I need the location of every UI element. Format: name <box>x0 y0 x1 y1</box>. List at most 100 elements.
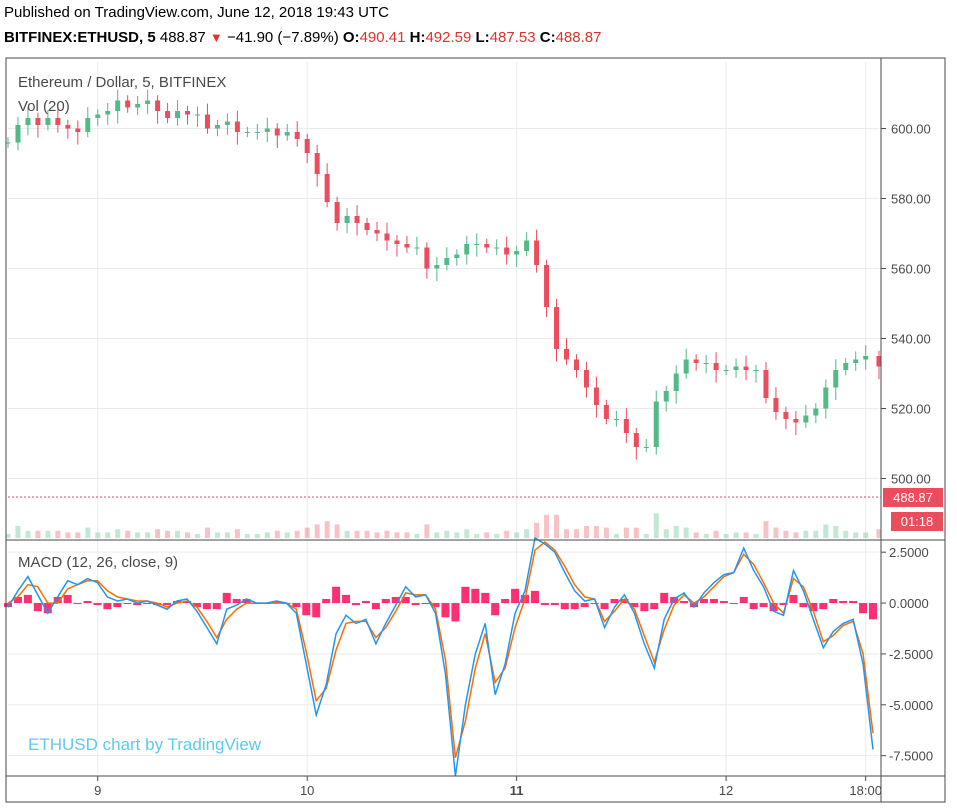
macd-histogram-bar <box>212 603 221 610</box>
volume-bar <box>643 534 649 538</box>
last-price: 488.87 <box>159 29 206 46</box>
time-tick-label: 18:00 <box>849 783 882 798</box>
macd-histogram-bar <box>361 601 370 604</box>
candle-body <box>334 202 340 223</box>
macd-histogram-bar <box>809 603 818 612</box>
macd-histogram-bar <box>511 588 520 604</box>
macd-histogram-bar <box>540 603 549 606</box>
macd-histogram-bar <box>33 603 42 612</box>
chart-frame <box>5 57 946 803</box>
volume-bar <box>155 529 161 538</box>
macd-histogram-bar <box>222 592 231 604</box>
macd-histogram-bar <box>819 603 828 610</box>
macd-histogram-bar <box>590 603 599 605</box>
volume-bar <box>374 532 380 538</box>
macd-histogram-bar <box>391 596 400 604</box>
candle-body <box>813 408 819 416</box>
volume-bar <box>823 524 829 538</box>
macd-histogram-bar <box>83 601 92 604</box>
candle-body <box>653 401 659 447</box>
volume-bar <box>364 530 370 538</box>
macd-histogram-bar <box>431 603 440 608</box>
price-tick-label: 540.00 <box>891 332 931 347</box>
volume-bar <box>75 532 81 538</box>
macd-histogram-bar <box>630 603 639 608</box>
candle-body <box>876 356 882 367</box>
macd-histogram-bar <box>650 603 659 610</box>
macd-histogram-bar <box>849 601 858 604</box>
candle-body <box>25 118 31 125</box>
macd-histogram-bar <box>53 596 62 604</box>
pane-title: Ethereum / Dollar, 5, BITFINEX <box>18 74 226 91</box>
candle-body <box>733 366 739 370</box>
volume-bar <box>145 532 151 538</box>
macd-axis[interactable]: 2.5000 0.0000 -2.5000 -5.0000 -7.5000 <box>881 545 933 764</box>
macd-tick-label: -7.5000 <box>889 749 933 764</box>
candle-body <box>165 111 171 118</box>
candle-body <box>773 398 779 412</box>
volume-bar <box>623 527 629 538</box>
macd-histogram-bar <box>192 603 201 608</box>
countdown-tag-box <box>891 512 943 531</box>
macd-histogram-bar <box>13 596 22 604</box>
volume-bar <box>613 534 619 538</box>
macd-histogram-bar <box>351 603 360 606</box>
volume-bar <box>673 526 679 538</box>
volume-bar <box>663 529 669 538</box>
volume-bar <box>733 532 739 538</box>
volume-bar <box>583 526 589 538</box>
high-value: 492.59 <box>425 29 472 46</box>
macd-histogram-bar <box>859 603 868 614</box>
volume-bar <box>793 532 799 538</box>
candle-body <box>5 142 11 144</box>
macd-histogram-bar <box>103 603 112 610</box>
volume-bar <box>564 529 570 538</box>
candle-body <box>823 387 829 409</box>
volume-bar <box>853 532 859 538</box>
macd-histogram-bar <box>739 596 748 604</box>
volume-bar <box>175 530 181 538</box>
candle-body <box>414 247 420 249</box>
macd-histogram-bar <box>173 601 182 604</box>
volume-bar <box>15 526 21 538</box>
macd-histogram-bar <box>570 603 579 610</box>
time-axis[interactable]: 9 10 11 12 18:00 <box>94 776 882 798</box>
volume-bar <box>354 530 360 538</box>
macd-histogram-bar <box>600 603 609 610</box>
price-tick-label: 560.00 <box>891 262 931 277</box>
volume-bar <box>324 521 330 538</box>
candle-body <box>853 359 859 363</box>
low-label: L: <box>475 29 490 46</box>
volume-label: Vol (20) <box>18 98 70 115</box>
price-axis[interactable]: 500.00 520.00 540.00 560.00 580.00 600.00 <box>881 122 931 487</box>
candle-body <box>613 419 619 420</box>
high-label: H: <box>409 29 426 46</box>
candle-body <box>464 244 470 255</box>
macd-histogram-bar <box>799 603 808 608</box>
candle-body <box>364 223 370 230</box>
candle-body <box>374 230 380 234</box>
volume-bar <box>384 530 390 538</box>
macd-histogram-bar <box>123 603 132 605</box>
open-label: O: <box>342 29 360 46</box>
macd-histogram-bar <box>113 603 122 608</box>
macd-histogram <box>4 586 877 622</box>
price-tick-label: 520.00 <box>891 402 931 417</box>
quote-summary: BITFINEX:ETHUSD, 5 488.87 ▼ −41.90 (−7.8… <box>4 29 601 46</box>
volume-bar <box>743 532 749 538</box>
candle-body <box>194 114 200 116</box>
macd-label: MACD (12, 26, close, 9) <box>18 554 178 571</box>
macd-tick-label: -5.0000 <box>889 698 933 713</box>
candle-body <box>274 128 280 136</box>
candle-body <box>454 254 460 258</box>
candle-body <box>314 153 320 174</box>
volume-bar <box>593 526 599 538</box>
macd-tick-label: 0.0000 <box>889 596 929 611</box>
volume-bar <box>45 530 51 538</box>
candle-body <box>643 447 649 448</box>
volume-bar <box>783 530 789 538</box>
candle-body <box>753 370 759 371</box>
candle-body <box>514 251 520 255</box>
down-arrow-icon: ▼ <box>209 30 223 45</box>
